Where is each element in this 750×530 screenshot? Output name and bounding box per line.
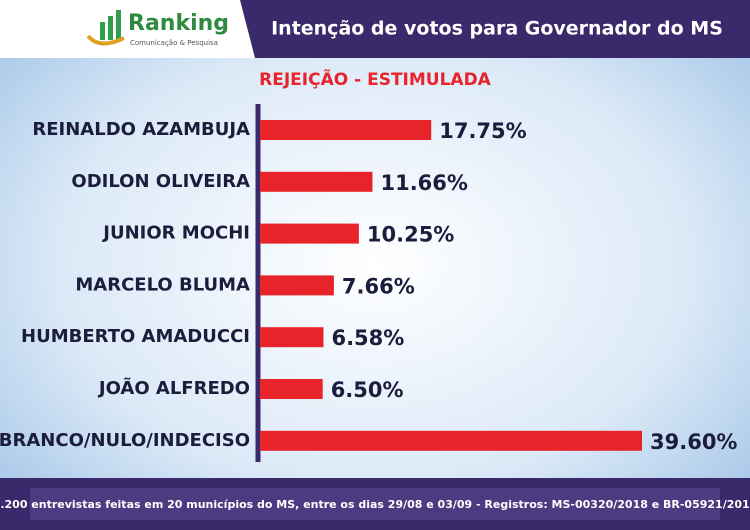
chart-subtitle: REJEIÇÃO - ESTIMULADA xyxy=(259,67,492,90)
value-label: 6.50% xyxy=(331,378,404,402)
footer-text: 1.200 entrevistas feitas em 20 município… xyxy=(0,498,750,511)
bar xyxy=(260,223,359,244)
value-label: 17.75% xyxy=(439,119,526,143)
logo-icon xyxy=(86,10,125,46)
category-label: JOÃO ALFREDO xyxy=(97,376,250,399)
bar xyxy=(260,327,324,348)
category-label: REINALDO AZAMBUJA xyxy=(32,119,250,140)
bar xyxy=(260,430,642,451)
category-label: MARCELO BLUMA xyxy=(75,274,250,295)
value-label: 6.58% xyxy=(331,326,404,350)
category-label: JUNIOR MOCHI xyxy=(101,223,250,244)
chart-title: Intenção de votos para Governador do MS xyxy=(271,18,723,40)
logo-name: Ranking xyxy=(128,11,229,36)
value-label: 11.66% xyxy=(380,171,467,195)
category-label: HUMBERTO AMADUCCI xyxy=(21,326,250,347)
logo-tagline: Comunicação & Pesquisa xyxy=(130,39,218,47)
bar xyxy=(260,171,373,192)
value-label: 39.60% xyxy=(650,430,737,454)
bar xyxy=(260,120,432,140)
title-banner xyxy=(240,0,750,58)
bar xyxy=(260,275,334,296)
value-label: 10.25% xyxy=(367,223,454,247)
category-label: BRANCO/NULO/INDECISO xyxy=(0,430,250,451)
footer-strip xyxy=(30,488,720,520)
value-label: 7.66% xyxy=(342,274,415,298)
logo-area xyxy=(0,0,260,58)
bar xyxy=(260,379,323,399)
category-label: ODILON OLIVEIRA xyxy=(71,171,250,192)
